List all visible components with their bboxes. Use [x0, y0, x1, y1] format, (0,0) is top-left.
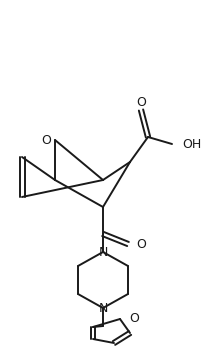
Text: O: O	[129, 312, 139, 325]
Text: O: O	[41, 134, 51, 147]
Text: OH: OH	[182, 138, 201, 151]
Text: N: N	[98, 302, 108, 315]
Text: O: O	[136, 237, 146, 251]
Text: O: O	[136, 96, 146, 109]
Text: N: N	[98, 245, 108, 258]
